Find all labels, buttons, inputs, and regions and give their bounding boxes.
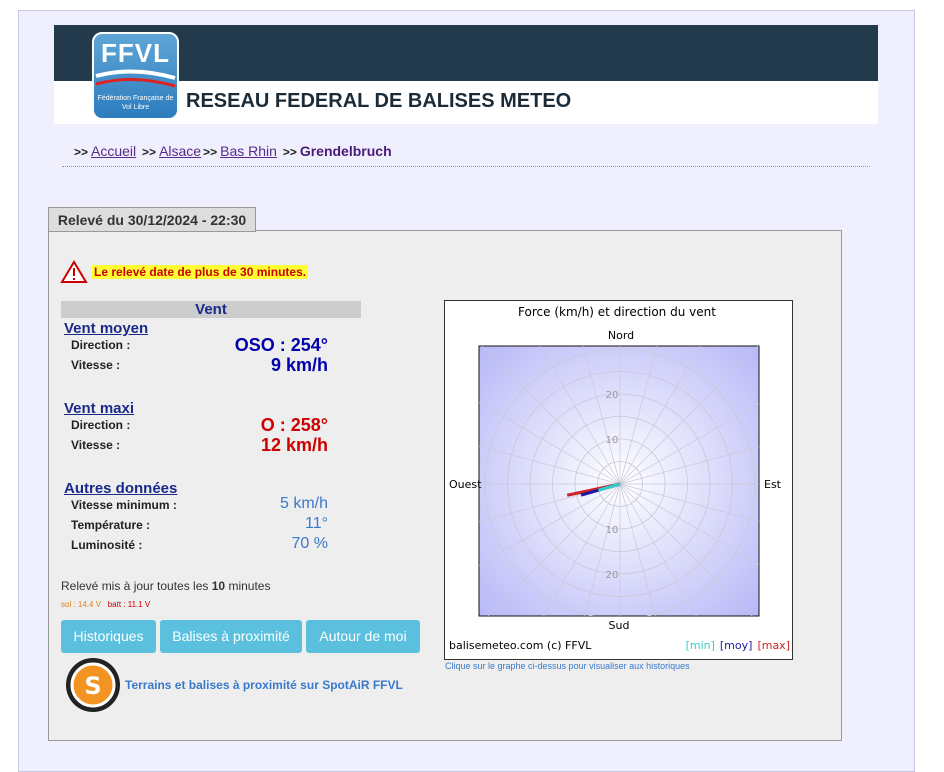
spoke (487, 483, 621, 616)
field-label: Direction : (71, 418, 131, 432)
spoke (619, 346, 759, 485)
grid-ring (484, 348, 756, 616)
field-value: 11° (304, 515, 328, 532)
spoke (479, 445, 621, 485)
legend-entry: [min] (686, 639, 715, 652)
panel-tab: Relevé du 30/12/2024 - 22:30 (48, 207, 256, 232)
grid-ring (574, 438, 666, 530)
spotair-icon[interactable]: S (66, 658, 120, 712)
svg-text:S: S (84, 672, 101, 700)
r-tick-label: 10 (606, 435, 619, 446)
crumb-link[interactable]: Alsace (159, 143, 202, 159)
spoke (619, 446, 759, 485)
field-label: Vitesse : (71, 438, 121, 452)
site-title: RESEAU FEDERAL DE BALISES METEO (186, 90, 572, 112)
chart-title: Force (km/h) et direction du vent (518, 305, 716, 319)
field-value: 5 km/h (279, 495, 328, 512)
chart-caption: Clique sur le graphe ci-dessus pour visu… (445, 661, 690, 671)
warning-icon (60, 260, 88, 283)
field-label: Température : (71, 518, 151, 532)
spoke (619, 483, 759, 565)
grid-ring (507, 371, 733, 597)
r-tick-label: 20 (606, 390, 619, 401)
legend-entry: [moy] (720, 639, 753, 652)
breadcrumb: >> Accueil >> Alsace >> Bas Rhin >> Grendelbr… (74, 143, 392, 159)
dir-label: Ouest (449, 478, 482, 491)
spoke (539, 346, 621, 485)
spoke (582, 346, 621, 485)
solar-voltage: sol : 14.4 V (61, 600, 102, 609)
spoke (619, 346, 701, 485)
plot (479, 346, 759, 616)
warning: Le relevé date de plus de 30 minutes. (92, 265, 309, 279)
button[interactable]: Autour de moi (306, 620, 420, 653)
field-value: 9 km/h (270, 355, 328, 375)
logo[interactable]: FFVL Fédération Française de Vol Libre (92, 32, 179, 120)
logo-waves (95, 69, 176, 88)
dir-label: Nord (608, 329, 634, 342)
header-strip (54, 81, 878, 124)
grid-ring (552, 416, 688, 552)
r-tick-label: 10 (606, 525, 619, 536)
spoke (619, 483, 697, 616)
spoke (479, 483, 621, 566)
field-value: 70 % (291, 535, 328, 552)
logo-subtitle: Fédération Française de Vol Libre (97, 95, 174, 111)
update-suffix: minutes (228, 579, 271, 593)
group-title: Vent maxi (64, 400, 135, 417)
spotair-link[interactable]: Terrains et balises à proximité sur Spot… (125, 678, 403, 692)
spoke (619, 403, 759, 485)
update-interval: 10 (211, 579, 226, 593)
power: sol : 14.4 V batt : 11.1 V (61, 600, 150, 609)
spoke (619, 483, 759, 522)
field-label: Luminosité : (71, 538, 143, 552)
spoke (619, 483, 656, 616)
group-title: Autres données (64, 480, 178, 497)
field-label: Vitesse minimum : (71, 498, 177, 512)
field-value: 12 km/h (260, 435, 328, 455)
spotair-glyph: S (70, 662, 116, 708)
divider (62, 166, 870, 167)
button[interactable]: Balises à proximité (160, 620, 302, 653)
grid-ring (529, 393, 711, 575)
r-tick-label: 20 (606, 570, 619, 581)
update-prefix: Relevé mis à jour toutes les (61, 579, 209, 593)
header-bar (54, 25, 878, 81)
legend-entry: [max] (757, 639, 790, 652)
update-note: Relevé mis à jour toutes les 10 minutes (61, 579, 270, 593)
button[interactable]: Historiques (61, 620, 156, 653)
section-title: Vent (61, 301, 361, 318)
wind-vector (597, 482, 621, 492)
spoke (584, 483, 621, 616)
battery-voltage: batt : 11.1 V (107, 600, 151, 609)
crumb-current: Grendelbruch (299, 143, 392, 159)
chart-credit: balisemeteo.com (c) FFVL (449, 639, 592, 652)
field-label: Vitesse : (71, 358, 121, 372)
field-value: O : 258° (260, 415, 328, 435)
crumb-link[interactable]: Bas Rhin (220, 143, 277, 159)
wind-chart[interactable]: Force (km/h) et direction du vent 10 10 20 2… (444, 300, 794, 661)
crumb-link[interactable]: Accueil (91, 143, 137, 159)
dir-label: Est (764, 478, 782, 491)
spoke (543, 483, 621, 616)
spoke (481, 346, 621, 485)
spoke (479, 402, 621, 485)
spoke (619, 483, 753, 616)
dir-label: Sud (609, 619, 630, 632)
spoke (619, 346, 658, 485)
field-value: OSO : 254° (234, 335, 328, 355)
field-label: Direction : (71, 338, 131, 352)
logo-text: FFVL (101, 38, 170, 68)
group-title: Vent moyen (64, 320, 149, 337)
grid-ring (597, 461, 643, 507)
